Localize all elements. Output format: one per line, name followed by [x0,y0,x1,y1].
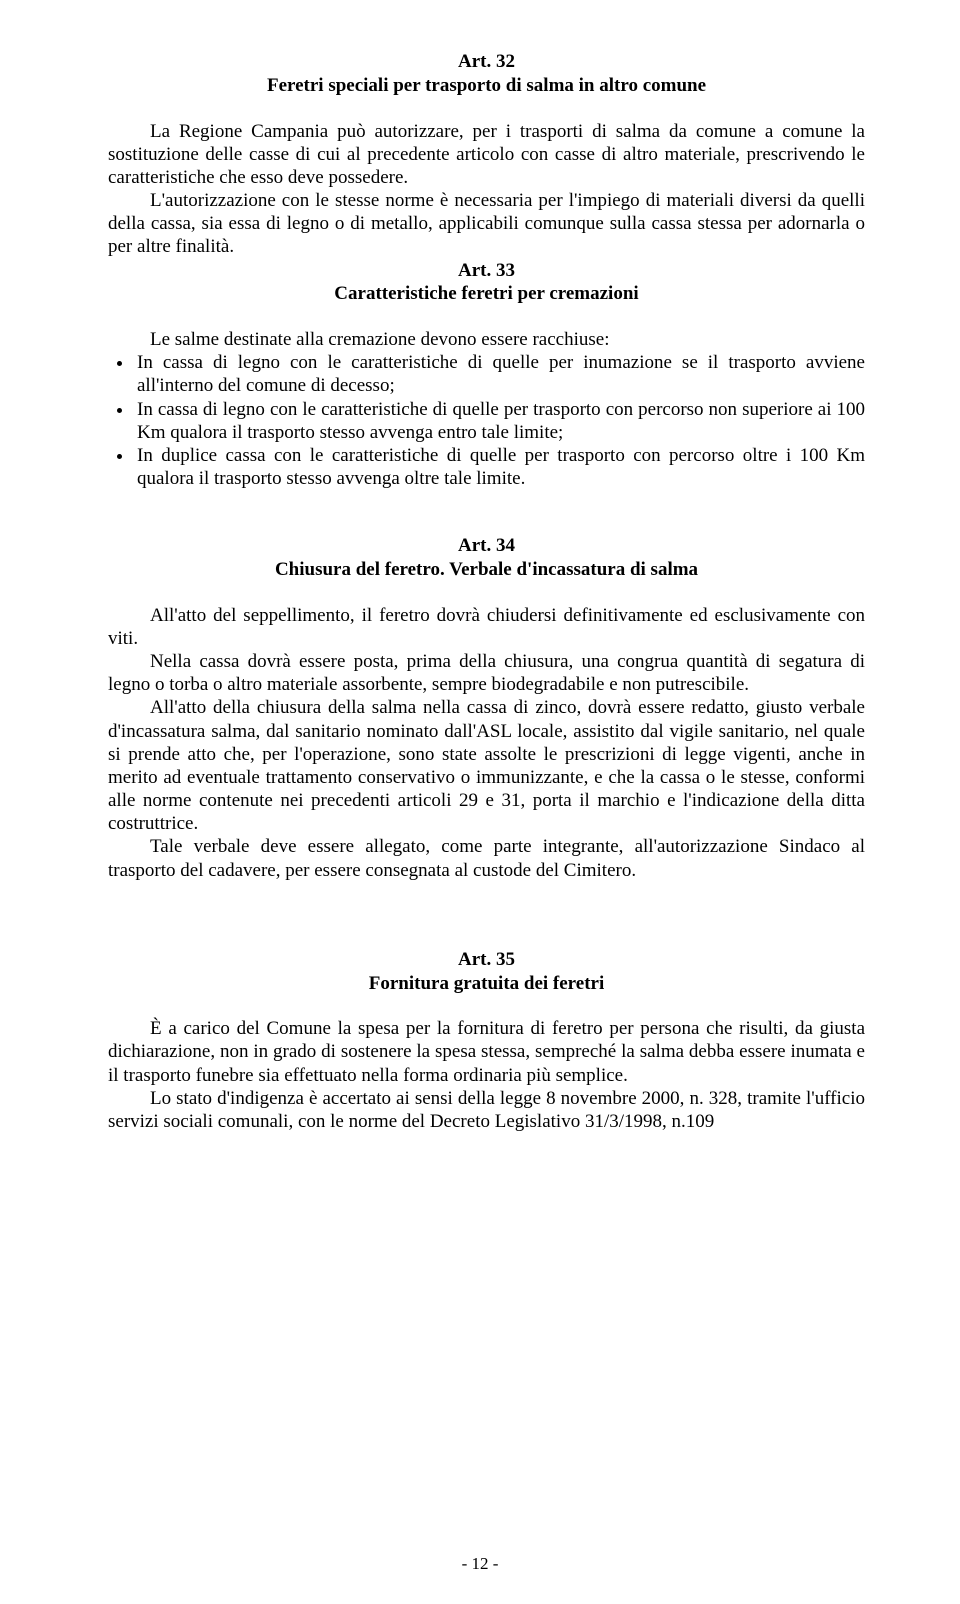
spacer [108,926,865,948]
spacer [108,490,865,534]
art34-number: Art. 34 [108,534,865,558]
art34-paragraph-4: Tale verbale deve essere allegato, come … [108,835,865,881]
art35-number: Art. 35 [108,948,865,972]
art33-list-item: In cassa di legno con le caratteristiche… [134,398,865,444]
art33-title: Caratteristiche feretri per cremazioni [108,282,865,306]
document-page: Art. 32 Feretri speciali per trasporto d… [0,0,960,1604]
art32-paragraph-1: La Regione Campania può autorizzare, per… [108,120,865,190]
art33-list-item: In duplice cassa con le caratteristiche … [134,444,865,490]
art33-intro: Le salme destinate alla cremazione devon… [108,328,865,351]
spacer [108,882,865,926]
art35-paragraph-2: Lo stato d'indigenza è accertato ai sens… [108,1087,865,1133]
art33-list-item: In cassa di legno con le caratteristiche… [134,351,865,397]
art32-number: Art. 32 [108,50,865,74]
art32-paragraph-2: L'autorizzazione con le stesse norme è n… [108,189,865,259]
art35-title: Fornitura gratuita dei feretri [108,972,865,996]
art33-number: Art. 33 [108,259,865,283]
art35-paragraph-1: È a carico del Comune la spesa per la fo… [108,1017,865,1087]
art34-paragraph-3: All'atto della chiusura della salma nell… [108,696,865,835]
art34-paragraph-2: Nella cassa dovrà essere posta, prima de… [108,650,865,696]
art33-list: In cassa di legno con le caratteristiche… [108,351,865,490]
art34-title: Chiusura del feretro. Verbale d'incassat… [108,558,865,582]
art34-paragraph-1: All'atto del seppellimento, il feretro d… [108,604,865,650]
page-number: - 12 - [0,1554,960,1574]
art32-title: Feretri speciali per trasporto di salma … [108,74,865,98]
